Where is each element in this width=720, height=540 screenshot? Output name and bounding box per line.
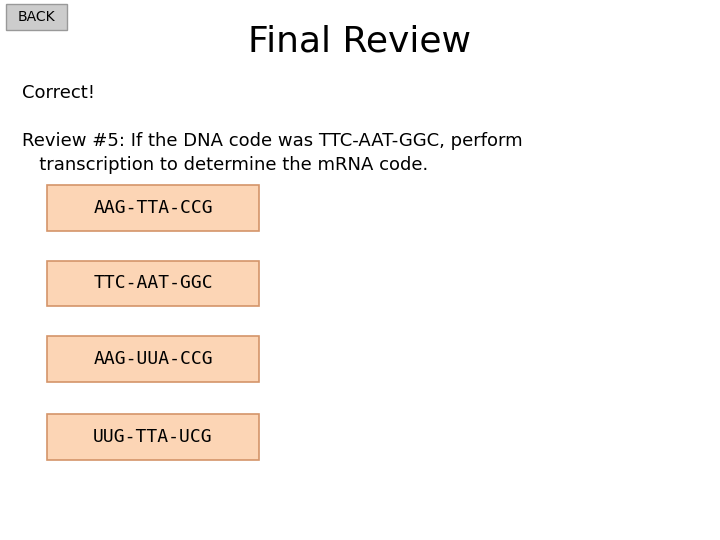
- FancyBboxPatch shape: [47, 415, 259, 460]
- Text: Review #5: If the DNA code was TTC-AAT-GGC, perform
   transcription to determin: Review #5: If the DNA code was TTC-AAT-G…: [22, 132, 522, 174]
- Text: AAG-UUA-CCG: AAG-UUA-CCG: [93, 350, 213, 368]
- Text: TTC-AAT-GGC: TTC-AAT-GGC: [93, 274, 213, 293]
- FancyBboxPatch shape: [6, 4, 67, 30]
- FancyBboxPatch shape: [47, 261, 259, 306]
- Text: UUG-TTA-UCG: UUG-TTA-UCG: [93, 428, 213, 447]
- Text: AAG-TTA-CCG: AAG-TTA-CCG: [93, 199, 213, 217]
- FancyBboxPatch shape: [47, 185, 259, 231]
- Text: BACK: BACK: [17, 10, 55, 24]
- Text: Final Review: Final Review: [248, 24, 472, 58]
- Text: Correct!: Correct!: [22, 84, 94, 102]
- FancyBboxPatch shape: [47, 336, 259, 382]
